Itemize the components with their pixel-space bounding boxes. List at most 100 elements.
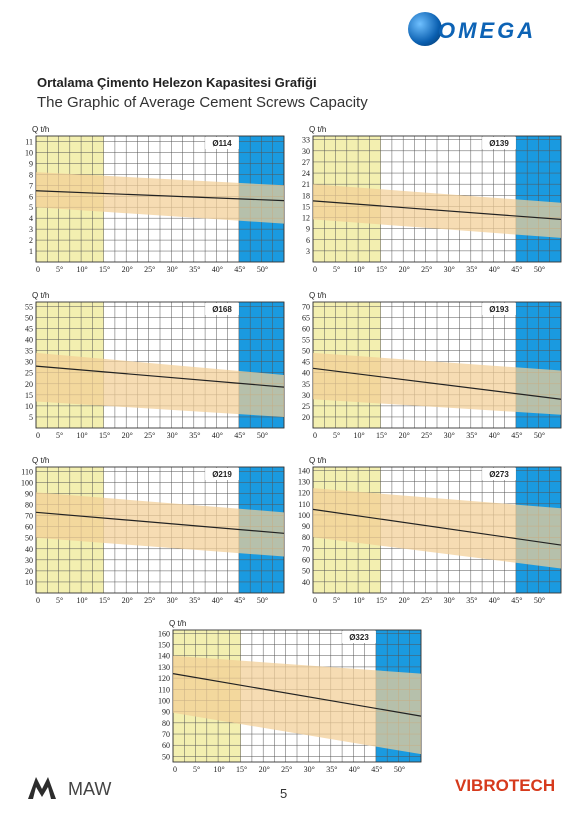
y-tick-label: 130 bbox=[158, 663, 170, 672]
x-tick-label: 30° bbox=[167, 431, 178, 440]
x-tick-label: 20° bbox=[259, 765, 270, 774]
y-tick-label: 35 bbox=[302, 380, 310, 389]
x-tick-label: 25° bbox=[144, 265, 155, 274]
x-tick-label: 50° bbox=[534, 596, 545, 605]
y-axis-label: Q t/h bbox=[309, 125, 326, 134]
x-tick-label: 15° bbox=[376, 596, 387, 605]
y-tick-label: 60 bbox=[162, 741, 170, 750]
model-label: Ø193 bbox=[489, 305, 509, 314]
y-tick-label: 3 bbox=[29, 225, 33, 234]
model-label-bg bbox=[342, 631, 376, 643]
y-tick-label: 27 bbox=[302, 158, 310, 167]
x-tick-label: 0 bbox=[173, 765, 177, 774]
x-tick-label: 25° bbox=[144, 596, 155, 605]
x-tick-label: 5° bbox=[56, 431, 63, 440]
x-tick-label: 10° bbox=[76, 596, 87, 605]
x-tick-label: 40° bbox=[212, 596, 223, 605]
model-label: Ø323 bbox=[349, 633, 369, 642]
x-tick-label: 5° bbox=[56, 265, 63, 274]
y-tick-label: 110 bbox=[298, 500, 310, 509]
x-tick-label: 45° bbox=[511, 265, 522, 274]
y-tick-label: 80 bbox=[25, 501, 33, 510]
x-tick-label: 30° bbox=[444, 265, 455, 274]
x-tick-label: 45° bbox=[511, 596, 522, 605]
y-tick-label: 9 bbox=[29, 159, 33, 168]
average-capacity-line bbox=[312, 508, 562, 546]
model-label-bg bbox=[205, 468, 239, 480]
y-tick-label: 20 bbox=[25, 380, 33, 389]
vibrotech-logo: VIBROTECH bbox=[455, 776, 565, 802]
x-tick-label: 0 bbox=[36, 265, 40, 274]
x-tick-label: 40° bbox=[349, 765, 360, 774]
x-tick-label: 5° bbox=[56, 596, 63, 605]
x-tick-label: 5° bbox=[333, 431, 340, 440]
maw-logo: MAW bbox=[28, 775, 118, 801]
y-tick-label: 50 bbox=[25, 534, 33, 543]
x-tick-label: 35° bbox=[466, 596, 477, 605]
chart-o114: 1 2 3 4 5 6 7 8 9 10 11 0 5° 10° 15° 20° 25° 30° 35° 40° 45°… bbox=[14, 122, 286, 278]
vibrotech-text: VIBROTECH bbox=[455, 776, 556, 795]
x-tick-label: 10° bbox=[76, 431, 87, 440]
x-tick-label: 40° bbox=[212, 265, 223, 274]
y-tick-label: 110 bbox=[21, 467, 33, 476]
y-tick-label: 70 bbox=[162, 730, 170, 739]
page-title-turkish: Ortalama Çimento Helezon Kapasitesi Graf… bbox=[37, 75, 317, 90]
x-tick-label: 20° bbox=[122, 596, 133, 605]
capacity-band bbox=[36, 352, 284, 417]
x-tick-label: 15° bbox=[376, 431, 387, 440]
x-tick-label: 10° bbox=[353, 431, 364, 440]
average-capacity-line bbox=[35, 365, 285, 388]
model-label: Ø139 bbox=[489, 139, 509, 148]
x-tick-label: 25° bbox=[421, 431, 432, 440]
y-tick-label: 30 bbox=[25, 358, 33, 367]
x-tick-label: 35° bbox=[189, 431, 200, 440]
model-label-bg bbox=[482, 137, 516, 149]
omega-globe-icon bbox=[408, 12, 442, 46]
x-tick-label: 5° bbox=[333, 596, 340, 605]
y-tick-label: 30 bbox=[25, 556, 33, 565]
x-tick-label: 35° bbox=[466, 431, 477, 440]
capacity-band bbox=[36, 172, 284, 224]
x-tick-label: 45° bbox=[234, 596, 245, 605]
x-tick-label: 45° bbox=[234, 431, 245, 440]
x-tick-label: 50° bbox=[534, 265, 545, 274]
x-tick-label: 15° bbox=[99, 596, 110, 605]
model-label: Ø273 bbox=[489, 470, 509, 479]
y-tick-label: 20 bbox=[25, 567, 33, 576]
y-tick-label: 120 bbox=[158, 674, 170, 683]
y-tick-label: 21 bbox=[302, 180, 310, 189]
page-title-english: The Graphic of Average Cement Screws Cap… bbox=[37, 94, 368, 111]
x-tick-label: 15° bbox=[376, 265, 387, 274]
y-tick-label: 30 bbox=[302, 391, 310, 400]
y-tick-label: 60 bbox=[302, 325, 310, 334]
capacity-band bbox=[313, 184, 561, 238]
chart-o273: 40 50 60 70 80 90 100 110 120 130 140 0 5° 10° 15° 20° 2… bbox=[291, 453, 563, 609]
y-tick-label: 55 bbox=[25, 302, 33, 311]
y-tick-label: 130 bbox=[298, 477, 310, 486]
y-tick-label: 15 bbox=[302, 202, 310, 211]
y-tick-label: 10 bbox=[25, 148, 33, 157]
x-tick-label: 15° bbox=[99, 431, 110, 440]
x-tick-label: 15° bbox=[236, 765, 247, 774]
y-tick-label: 25 bbox=[302, 402, 310, 411]
capacity-band bbox=[173, 655, 421, 755]
y-tick-label: 45 bbox=[25, 325, 33, 334]
model-label: Ø168 bbox=[212, 305, 232, 314]
y-tick-label: 140 bbox=[158, 652, 170, 661]
y-tick-label: 55 bbox=[302, 336, 310, 345]
y-axis-label: Q t/h bbox=[309, 291, 326, 300]
x-tick-label: 30° bbox=[167, 265, 178, 274]
average-capacity-line bbox=[312, 367, 562, 400]
x-tick-label: 20° bbox=[399, 596, 410, 605]
x-tick-label: 5° bbox=[193, 765, 200, 774]
y-tick-label: 30 bbox=[302, 147, 310, 156]
x-tick-label: 35° bbox=[189, 265, 200, 274]
y-tick-label: 6 bbox=[306, 236, 310, 245]
x-tick-label: 10° bbox=[76, 265, 87, 274]
model-label-bg bbox=[205, 303, 239, 315]
model-label: Ø219 bbox=[212, 470, 232, 479]
y-tick-label: 150 bbox=[158, 641, 170, 650]
y-axis-label: Q t/h bbox=[32, 125, 49, 134]
chart-o168: 5 10 15 20 25 30 35 40 45 50 55 0 5° 10° 15° 20° 25° 30° 3… bbox=[14, 288, 286, 444]
x-tick-label: 50° bbox=[394, 765, 405, 774]
